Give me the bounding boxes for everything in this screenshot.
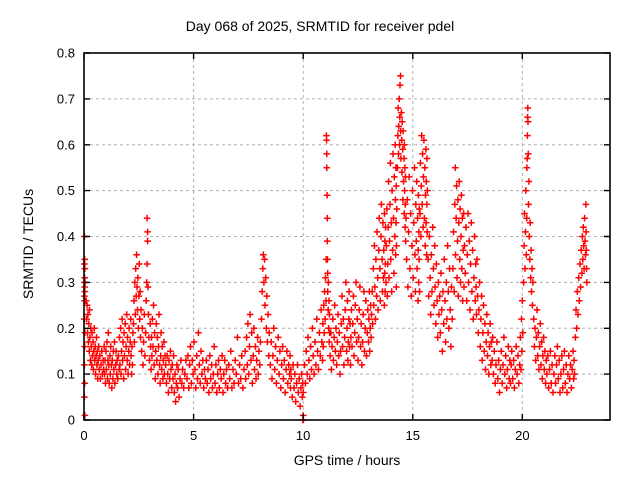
y-tick-label: 0.1 (57, 367, 75, 382)
x-tick-label: 20 (515, 428, 529, 443)
y-tick-label: 0.2 (57, 321, 75, 336)
scatter-points (81, 72, 591, 424)
y-tick-label: 0.7 (57, 91, 75, 106)
chart-title: Day 068 of 2025, SRMTID for receiver pde… (185, 18, 455, 34)
y-tick-label: 0.3 (57, 275, 75, 290)
x-tick-label: 15 (406, 428, 420, 443)
x-tick-label: 10 (296, 428, 310, 443)
y-tick-label: 0.6 (57, 137, 75, 152)
gridlines (84, 53, 610, 420)
y-tick-label: 0 (68, 413, 75, 428)
y-tick-label: 0.4 (57, 229, 75, 244)
axis-ticks (83, 52, 610, 421)
x-tick-label: 0 (80, 428, 87, 443)
y-tick-label: 0.5 (57, 183, 75, 198)
x-tick-label: 5 (190, 428, 197, 443)
x-axis-label: GPS time / hours (293, 452, 401, 468)
y-tick-label: 0.8 (57, 46, 75, 61)
